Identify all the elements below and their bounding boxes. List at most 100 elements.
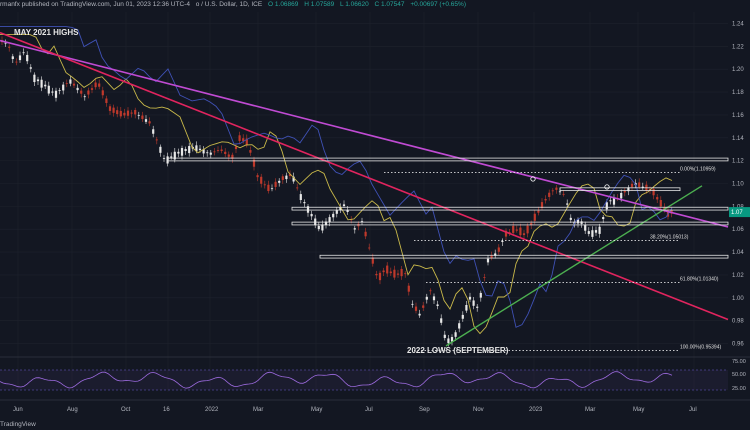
candle-body: [252, 159, 256, 167]
candle-body: [4, 42, 7, 44]
candle-body: [15, 61, 18, 63]
candle-body: [591, 230, 594, 237]
x-tick-label: Aug: [67, 407, 78, 413]
candle-body: [33, 74, 36, 83]
candle-body: [429, 290, 432, 292]
candle-body: [584, 225, 587, 231]
candle-body: [638, 182, 641, 188]
candle-body: [44, 84, 47, 87]
candle-body: [630, 183, 634, 188]
candle-body: [609, 200, 612, 202]
2022-lows-label: 2022 LOWS (SEPTEMBER): [407, 346, 509, 355]
x-tick-label: Mar: [253, 407, 263, 413]
candle-body: [605, 202, 608, 210]
candle-body: [152, 129, 155, 134]
support-resistance-level: [559, 187, 681, 192]
candle-body: [62, 84, 65, 91]
candle-body: [245, 138, 248, 146]
candle-body: [170, 156, 173, 158]
candle-body: [162, 158, 166, 159]
candle-body: [224, 151, 227, 154]
x-tick-label: Jul: [365, 407, 373, 413]
candle-body: [389, 271, 392, 274]
candle-body: [159, 146, 162, 153]
candle-body: [573, 221, 576, 224]
candle-body: [440, 318, 443, 323]
candle-body: [360, 221, 364, 222]
candle-body: [612, 198, 616, 205]
candle-body: [393, 269, 396, 278]
candle-body: [126, 110, 130, 116]
candle-body: [479, 292, 482, 298]
candle-body: [382, 270, 385, 273]
candle-body: [432, 296, 436, 301]
candle-body: [177, 151, 180, 154]
x-tick-label: 16: [163, 407, 170, 413]
candle-body: [184, 149, 187, 151]
candle-body: [526, 225, 529, 234]
candle-body: [209, 152, 212, 155]
pivot-marker: [530, 176, 536, 182]
candle-body: [515, 229, 518, 231]
x-tick-label: Nov: [473, 407, 484, 413]
y-tick-label: 1.12: [732, 159, 744, 165]
candle-body: [188, 146, 191, 154]
candle-body: [659, 200, 662, 207]
candle-body: [263, 184, 266, 186]
candle-body: [119, 110, 122, 117]
chart-header: rmanfx published on TradingView.com, Jun…: [0, 0, 470, 10]
candle-body: [641, 186, 644, 188]
candle-body: [407, 285, 410, 292]
candle-body: [134, 109, 137, 115]
candle-body: [530, 223, 533, 226]
low-value: L 1.06620: [340, 1, 369, 8]
candle-body: [285, 175, 288, 180]
candle-body: [587, 231, 590, 234]
candle-body: [339, 207, 342, 211]
candle-body: [26, 54, 29, 62]
candle-body: [335, 210, 338, 214]
candle-body: [404, 273, 407, 275]
candle-body: [202, 149, 205, 154]
candle-body: [321, 224, 324, 231]
candle-body: [260, 176, 263, 184]
y-tick-label: 1.02: [732, 273, 744, 279]
candle-body: [494, 253, 497, 256]
x-tick-label: May: [311, 407, 322, 413]
support-resistance-level: [319, 254, 729, 259]
candle-body: [220, 149, 223, 151]
candle-body: [602, 217, 605, 220]
candle-body: [47, 85, 50, 94]
candle-body: [87, 90, 90, 95]
x-tick-label: Mar: [585, 407, 595, 413]
y-tick-label: 1.10: [732, 182, 744, 188]
candle-body: [533, 213, 536, 221]
candle-body: [281, 176, 284, 180]
candle-body: [51, 91, 54, 93]
candle-body: [123, 112, 126, 116]
candle-body: [501, 240, 504, 243]
candle-body: [299, 194, 302, 200]
candle-body: [105, 98, 108, 103]
trendline-purple: [0, 39, 729, 228]
candle-body: [69, 79, 72, 84]
candle-body: [555, 187, 558, 190]
close-value: C 1.07547: [374, 1, 405, 8]
candle-body: [72, 83, 76, 86]
candle-body: [83, 96, 86, 98]
tradingview-brand: TradingView: [0, 421, 36, 428]
candle-body: [353, 228, 356, 230]
candle-body: [544, 199, 547, 201]
candle-body: [454, 332, 457, 337]
x-tick-label: Oct: [121, 407, 131, 413]
candle-body: [396, 273, 400, 275]
candle-body: [267, 184, 270, 192]
candle-body: [80, 90, 83, 94]
candle-body: [540, 202, 544, 209]
rsi-line: [0, 371, 673, 389]
candle-body: [332, 213, 335, 218]
last-price-tag: [729, 207, 750, 218]
candle-body: [303, 202, 306, 204]
x-tick-label: Jul: [689, 407, 697, 413]
